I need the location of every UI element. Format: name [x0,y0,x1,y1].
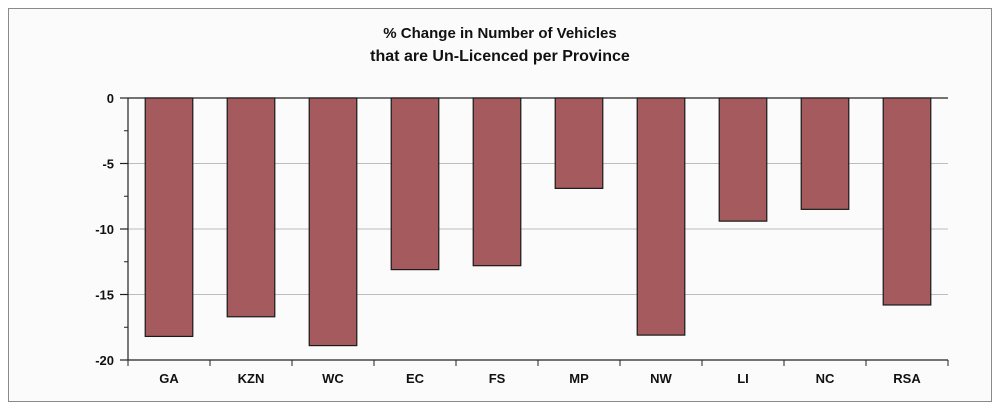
chart-title: % Change in Number of Vehicles that are … [9,23,991,69]
bar-ec [390,97,440,271]
chart-title-line-2: that are Un-Licenced per Province [370,48,630,65]
y-tick-label-1: -5 [102,157,114,172]
y-tick-label-2: -10 [95,222,114,237]
bar-rsa [882,97,932,306]
bar-nc [800,97,850,210]
bar-ga [144,97,194,338]
x-tick-label-kzn: KZN [238,371,265,386]
x-tick-label-nw: NW [650,371,672,386]
y-tick-label-3: -15 [95,288,114,303]
x-tick-label-ec: EC [406,371,425,386]
bar-kzn [226,97,276,318]
bar-wc [308,97,358,347]
x-tick-label-nc: NC [816,371,835,386]
bar-fs [472,97,522,267]
bar-mp [554,97,604,189]
bar-nw [636,97,686,336]
chart-title-line-1: % Change in Number of Vehicles [383,25,617,42]
bar-li [718,97,768,222]
y-tick-label-0: 0 [107,91,114,106]
x-tick-label-ga: GA [159,371,179,386]
x-tick-label-mp: MP [569,371,589,386]
x-tick-label-fs: FS [489,371,506,386]
x-tick-label-rsa: RSA [893,371,921,386]
x-tick-label-wc: WC [322,371,344,386]
x-tick-label-li: LI [737,371,749,386]
y-tick-label-4: -20 [95,353,114,368]
